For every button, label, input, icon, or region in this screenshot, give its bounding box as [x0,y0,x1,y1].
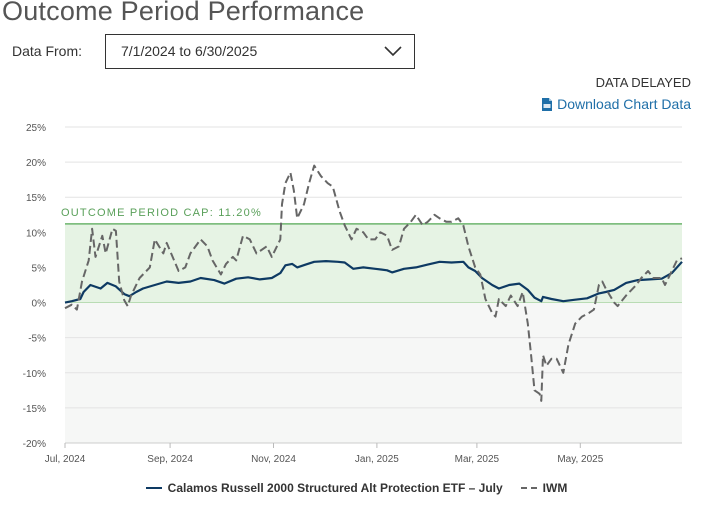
data-from-label: Data From: [12,43,83,59]
date-range-value: 7/1/2024 to 6/30/2025 [121,43,258,59]
y-tick-label: -20% [23,439,46,450]
y-tick-label: 10% [26,228,46,239]
legend-swatch-fund [145,487,162,489]
x-tick-label: Nov, 2024 [251,454,296,465]
legend-item-fund[interactable]: Calamos Russell 2000 Structured Alt Prot… [145,481,503,495]
cap-label: OUTCOME PERIOD CAP: 11.20% [61,207,262,219]
y-tick-label: 15% [26,193,46,204]
series-line-iwm [64,164,683,402]
legend-label-fund: Calamos Russell 2000 Structured Alt Prot… [167,481,503,495]
cap-band [65,223,682,303]
download-chart-data-link[interactable]: Download Chart Data [542,96,691,112]
legend-item-iwm[interactable]: IWM [520,481,568,495]
document-icon [542,97,553,111]
data-delayed-label: DATA DELAYED [595,75,691,90]
date-range-select[interactable]: 7/1/2024 to 6/30/2025 [105,34,415,69]
chevron-down-icon [384,46,402,57]
y-tick-label: -10% [23,369,46,380]
y-tick-label: 25% [26,123,46,134]
y-tick-label: 0% [32,299,47,310]
x-tick-label: Jul, 2024 [45,454,86,465]
x-tick-label: Jan, 2025 [355,454,399,465]
x-tick-label: May, 2025 [557,454,603,465]
chart-legend: Calamos Russell 2000 Structured Alt Prot… [0,481,713,495]
legend-swatch-iwm [520,487,537,489]
legend-label-iwm: IWM [542,481,568,495]
y-tick-label: -15% [23,404,46,415]
x-tick-label: Mar, 2025 [455,454,500,465]
series-line-fund [64,260,683,304]
download-chart-data-label: Download Chart Data [557,96,691,112]
y-tick-label: 5% [32,263,47,274]
y-tick-label: 20% [26,158,46,169]
x-tick-label: Sep, 2024 [147,454,193,465]
page-title: Outcome Period Performance [2,0,365,26]
y-tick-label: -5% [28,334,46,345]
